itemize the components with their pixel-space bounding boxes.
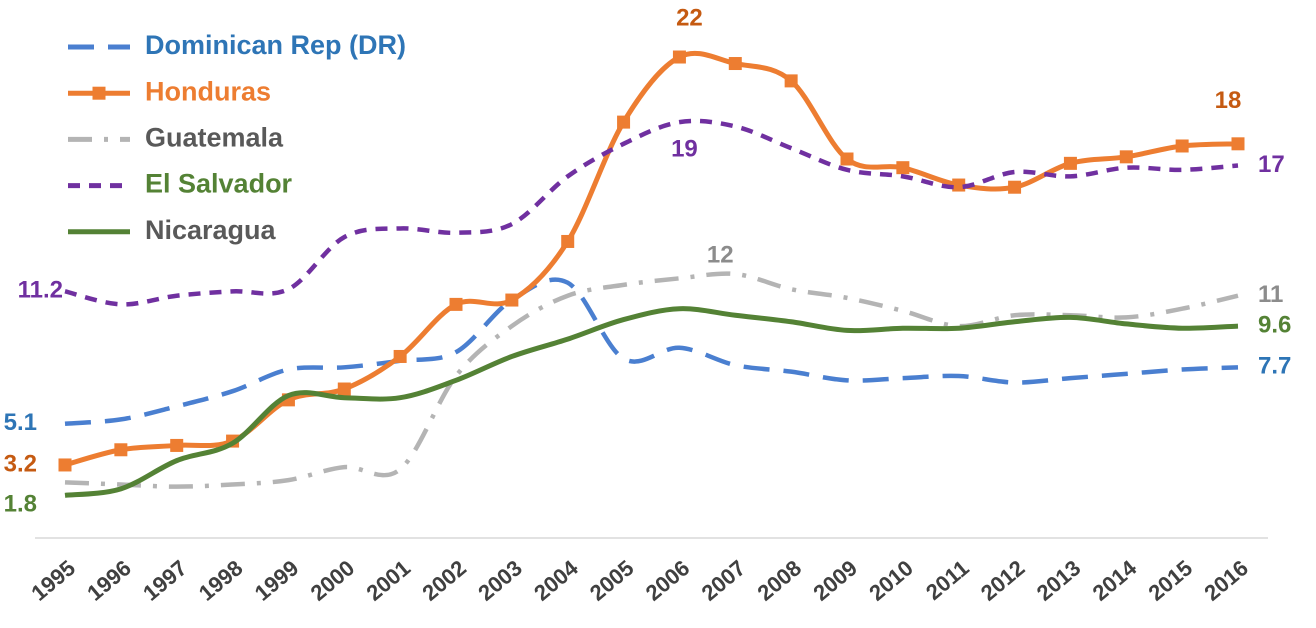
marker: [337, 382, 351, 396]
x-tick-label: 2005: [585, 555, 639, 606]
data-label: 11.2: [18, 277, 63, 304]
data-label: 3.2: [4, 450, 37, 477]
x-tick-label: 2009: [808, 555, 862, 606]
legend-label: Nicaragua: [145, 215, 277, 245]
marker: [840, 152, 854, 166]
marker: [114, 443, 128, 457]
series-line: [64, 277, 1239, 426]
x-tick-label: 1998: [194, 555, 248, 606]
x-tick-label: 2015: [1144, 555, 1198, 606]
legend-label: Dominican Rep (DR): [145, 30, 406, 60]
series-line: [64, 118, 1239, 307]
marker: [952, 178, 966, 192]
x-tick-label: 1996: [82, 555, 136, 606]
x-tick-label: 1995: [26, 555, 80, 606]
x-tick-label: 2010: [864, 555, 918, 606]
x-tick-label: 2006: [641, 555, 695, 606]
marker: [393, 349, 407, 363]
x-tick-label: 1999: [250, 555, 304, 606]
data-label: 12: [707, 241, 734, 268]
marker: [58, 458, 72, 472]
data-label: 18: [1215, 87, 1242, 114]
x-tick-label: 2012: [976, 555, 1030, 606]
x-tick-label: 2000: [306, 555, 360, 606]
x-tick-label: 2007: [697, 555, 751, 606]
x-tick-label: 2004: [529, 555, 583, 606]
marker: [1008, 180, 1022, 194]
marker: [170, 438, 184, 452]
series-line: [64, 306, 1239, 498]
x-tick-label: 2016: [1199, 555, 1253, 606]
data-label: 19: [671, 135, 698, 162]
data-label: 17: [1258, 151, 1285, 178]
legend-marker: [92, 86, 106, 100]
marker: [1231, 137, 1245, 151]
x-tick-label: 2002: [417, 555, 471, 606]
marker: [449, 297, 463, 311]
marker: [672, 50, 686, 64]
marker: [1175, 139, 1189, 153]
marker: [896, 161, 910, 175]
x-tick-label: 2008: [753, 555, 807, 606]
series-line: [64, 271, 1239, 489]
marker: [617, 115, 631, 129]
data-label: 5.1: [4, 409, 37, 436]
marker: [505, 293, 519, 307]
x-tick-label: 2001: [362, 555, 416, 606]
marker: [1063, 156, 1077, 170]
data-label: 9.6: [1258, 311, 1291, 338]
x-tick-label: 2014: [1088, 555, 1142, 606]
legend-label: Honduras: [145, 76, 271, 106]
x-tick-label: 1997: [138, 555, 192, 606]
marker: [728, 57, 742, 71]
data-label: 22: [676, 4, 703, 31]
marker: [561, 234, 575, 248]
legend-label: Guatemala: [145, 123, 284, 153]
data-label: 11: [1258, 281, 1283, 308]
data-label: 1.8: [4, 491, 37, 518]
x-tick-label: 2013: [1032, 555, 1086, 606]
legend-label: El Salvador: [145, 169, 293, 199]
x-tick-label: 2003: [473, 555, 527, 606]
series-line: [64, 50, 1239, 468]
data-label: 7.7: [1258, 353, 1291, 380]
x-tick-label: 2011: [921, 555, 974, 605]
marker: [784, 74, 798, 88]
marker: [1119, 150, 1133, 164]
